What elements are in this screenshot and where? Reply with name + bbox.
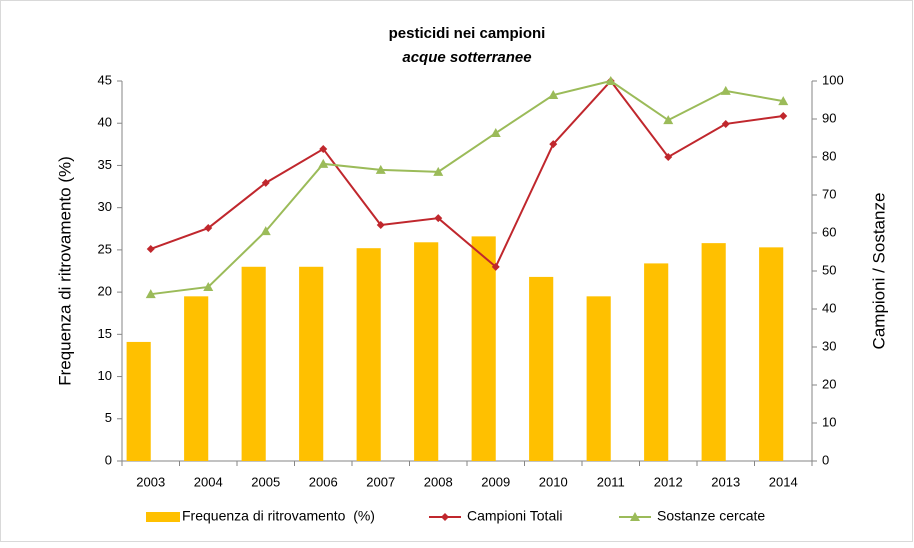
y2-tick-label: 100 — [822, 72, 844, 87]
y-axis-title: Frequenza di ritrovamento (%) — [55, 156, 74, 386]
line-marker — [433, 166, 444, 176]
legend-swatch — [146, 512, 180, 522]
bar — [701, 243, 726, 461]
line-marker — [376, 221, 385, 230]
x-tick-label: 2006 — [309, 474, 338, 489]
bar — [471, 236, 496, 461]
legend-label: Sostanze cercate — [657, 508, 765, 524]
x-tick-label: 2008 — [424, 474, 453, 489]
bar — [356, 248, 381, 461]
line-marker — [779, 111, 788, 120]
line-marker — [630, 512, 640, 521]
bar — [184, 296, 209, 461]
y2-tick-label: 90 — [822, 110, 836, 125]
x-tick-label: 2011 — [597, 474, 625, 489]
chart-subtitle: acque sotterranee — [402, 49, 531, 66]
y2-tick-label: 40 — [822, 300, 836, 315]
chart-title: pesticidi nei campioni — [389, 25, 546, 42]
x-tick-label: 2009 — [481, 474, 510, 489]
y-tick-label: 15 — [98, 326, 112, 341]
bar — [529, 276, 554, 461]
y2-tick-label: 70 — [822, 186, 836, 201]
y2-tick-label: 20 — [822, 376, 836, 391]
line-marker — [261, 178, 270, 187]
x-tick-label: 2010 — [539, 474, 568, 489]
line-marker — [721, 119, 730, 128]
line-marker — [549, 140, 558, 149]
x-tick-label: 2012 — [654, 474, 683, 489]
y-tick-label: 20 — [98, 284, 112, 299]
line-marker — [434, 214, 443, 223]
x-tick-label: 2003 — [136, 474, 165, 489]
x-tick-label: 2013 — [711, 474, 740, 489]
x-tick-label: 2014 — [769, 474, 798, 489]
y-tick-label: 10 — [98, 368, 112, 383]
bar — [126, 341, 151, 461]
bar — [414, 242, 439, 461]
line-marker — [318, 158, 329, 168]
y2-tick-label: 80 — [822, 148, 836, 163]
legend-label: Campioni Totali — [467, 508, 562, 524]
y-tick-label: 45 — [98, 72, 112, 87]
y-tick-label: 5 — [105, 410, 112, 425]
line-marker — [778, 96, 789, 106]
x-tick-label: 2005 — [251, 474, 280, 489]
y2-axis-title: Campioni / Sostanze — [869, 193, 888, 350]
y2-tick-label: 60 — [822, 224, 836, 239]
bar — [759, 247, 784, 461]
line-marker — [491, 262, 500, 271]
y-tick-label: 30 — [98, 199, 112, 214]
line-marker — [663, 115, 674, 125]
y-tick-label: 40 — [98, 115, 112, 130]
legend-label: Frequenza di ritrovamento (%) — [182, 508, 375, 524]
line-marker — [204, 224, 213, 233]
line-marker — [319, 145, 328, 154]
bar — [241, 266, 266, 461]
y2-tick-label: 30 — [822, 338, 836, 353]
line-marker — [260, 226, 271, 236]
bar — [299, 266, 324, 461]
line-marker — [490, 128, 501, 138]
line — [150, 79, 784, 269]
line-marker — [145, 289, 156, 299]
line-marker — [664, 153, 673, 161]
line — [150, 79, 784, 296]
y2-tick-label: 50 — [822, 262, 836, 277]
x-tick-label: 2004 — [194, 474, 223, 489]
line-marker — [720, 85, 731, 95]
y-tick-label: 35 — [98, 157, 112, 172]
line-marker — [605, 76, 616, 85]
x-tick-label: 2007 — [366, 474, 395, 489]
line-marker — [548, 90, 559, 100]
line-marker — [146, 244, 155, 253]
y2-tick-label: 10 — [822, 414, 836, 429]
y2-tick-label: 0 — [822, 452, 829, 467]
bar — [586, 296, 611, 461]
line-marker — [375, 164, 386, 174]
line-marker — [441, 513, 449, 521]
y-tick-label: 0 — [105, 452, 112, 467]
y-tick-label: 25 — [98, 241, 112, 256]
bar — [644, 263, 669, 461]
line-marker — [203, 281, 214, 291]
